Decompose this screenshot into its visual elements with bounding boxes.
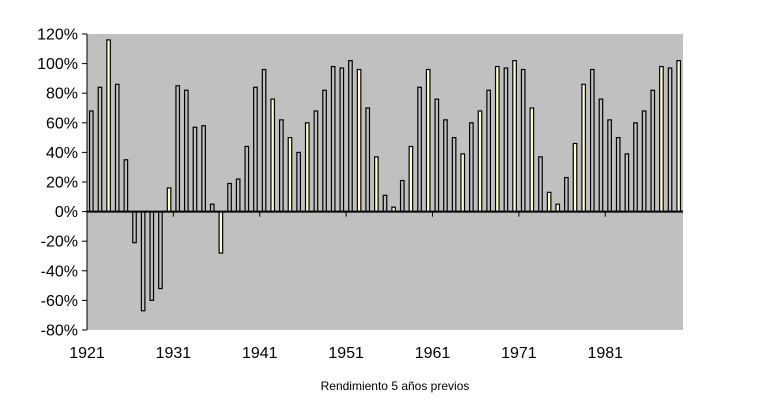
bar-1962: [443, 119, 448, 213]
bar-1944: [287, 137, 293, 213]
bar-1940: [253, 86, 258, 213]
bar-1971: [520, 68, 526, 213]
x-tick-label: 1931: [156, 345, 192, 362]
bar-1927: [140, 211, 146, 312]
bar-1974: [546, 191, 552, 213]
bar-1980: [598, 98, 604, 213]
y-tick-label: 100%: [37, 56, 78, 73]
bar-1935: [209, 203, 215, 213]
bar-1967: [486, 89, 491, 213]
bar-1941: [261, 68, 267, 213]
bar-1954: [374, 156, 379, 213]
x-tick-label: 1921: [69, 345, 105, 362]
y-tick-label: 20%: [46, 175, 78, 192]
bar-1981: [607, 119, 612, 213]
bar-1952: [356, 68, 362, 213]
x-tick-label: 1981: [587, 345, 623, 362]
bar-1978: [581, 83, 587, 213]
bar-1982: [615, 137, 621, 213]
bar-1955: [382, 194, 388, 213]
y-tick-label: 0%: [55, 204, 78, 221]
bar-1928: [149, 211, 155, 302]
bar-1968: [494, 65, 500, 213]
bar-1975: [555, 203, 561, 213]
bar-1939: [244, 145, 250, 213]
bar-1937: [227, 182, 232, 213]
bar-1979: [589, 68, 595, 213]
bar-1989: [676, 60, 682, 213]
bar-1983: [624, 153, 630, 213]
bar-1957: [399, 179, 405, 213]
bar-1976: [564, 176, 569, 213]
bar-1960: [425, 68, 431, 213]
bar-1932: [183, 89, 189, 213]
bar-1936: [218, 211, 224, 254]
bar-1951: [348, 60, 353, 213]
y-tick-label: -20%: [41, 234, 78, 251]
y-tick-label: 120%: [37, 27, 78, 44]
y-tick-label: -80%: [41, 323, 78, 340]
bar-1961: [434, 98, 440, 213]
bar-1985: [641, 110, 647, 213]
bar-1964: [460, 153, 466, 213]
bar-1948: [322, 89, 327, 213]
bar-1931: [175, 85, 181, 213]
bar-1938: [235, 178, 241, 213]
bar-1987: [659, 65, 664, 213]
bar-1943: [279, 119, 284, 213]
x-tick-label: 1971: [501, 345, 537, 362]
bar-1950: [339, 67, 345, 213]
bar-1945: [296, 151, 301, 213]
bar-1970: [512, 60, 517, 213]
bar-1988: [667, 67, 673, 213]
y-tick-label: 40%: [46, 145, 78, 162]
bar-1966: [477, 110, 483, 213]
bar-1933: [192, 126, 198, 213]
bar-1949: [330, 65, 336, 213]
bar-1942: [270, 98, 276, 213]
x-tick-label: 1961: [415, 345, 451, 362]
x-axis-label: Rendimiento 5 años previos: [321, 379, 470, 393]
bar-1946: [304, 122, 310, 213]
bar-1958: [408, 145, 414, 213]
bar-1929: [158, 211, 163, 290]
x-axis-ticks: 1921 1931 1941 1951 1961 1971 1981: [69, 211, 623, 362]
x-tick-label: 1951: [328, 345, 364, 362]
bar-1973: [538, 156, 543, 213]
bar-1959: [417, 86, 422, 213]
y-tick-label: -40%: [41, 263, 78, 280]
y-tick-label: 60%: [46, 115, 78, 132]
bar-1972: [529, 107, 535, 213]
bar-1984: [633, 122, 638, 213]
bar-1969: [503, 67, 509, 213]
y-tick-label: -60%: [41, 293, 78, 310]
bar-1923: [106, 39, 111, 213]
bar-1934: [201, 125, 206, 213]
bar-1947: [313, 110, 319, 213]
bar-1963: [451, 137, 457, 213]
bar-1965: [469, 122, 474, 213]
x-tick-label: 1941: [242, 345, 278, 362]
bar-1977: [572, 142, 578, 213]
y-tick-label: 80%: [46, 86, 78, 103]
bar-1926: [132, 211, 137, 244]
bar-1924: [114, 83, 120, 213]
bar-1921: [88, 110, 94, 213]
bar-1925: [123, 159, 129, 213]
bar-1922: [97, 86, 103, 213]
bar-1930: [166, 187, 172, 213]
y-axis-ticks: 120% 100% 80% 60% 40% 20% 0% -20% -40% -60% -80%: [37, 27, 87, 340]
bar-1953: [365, 107, 371, 213]
bar-1986: [650, 89, 656, 213]
